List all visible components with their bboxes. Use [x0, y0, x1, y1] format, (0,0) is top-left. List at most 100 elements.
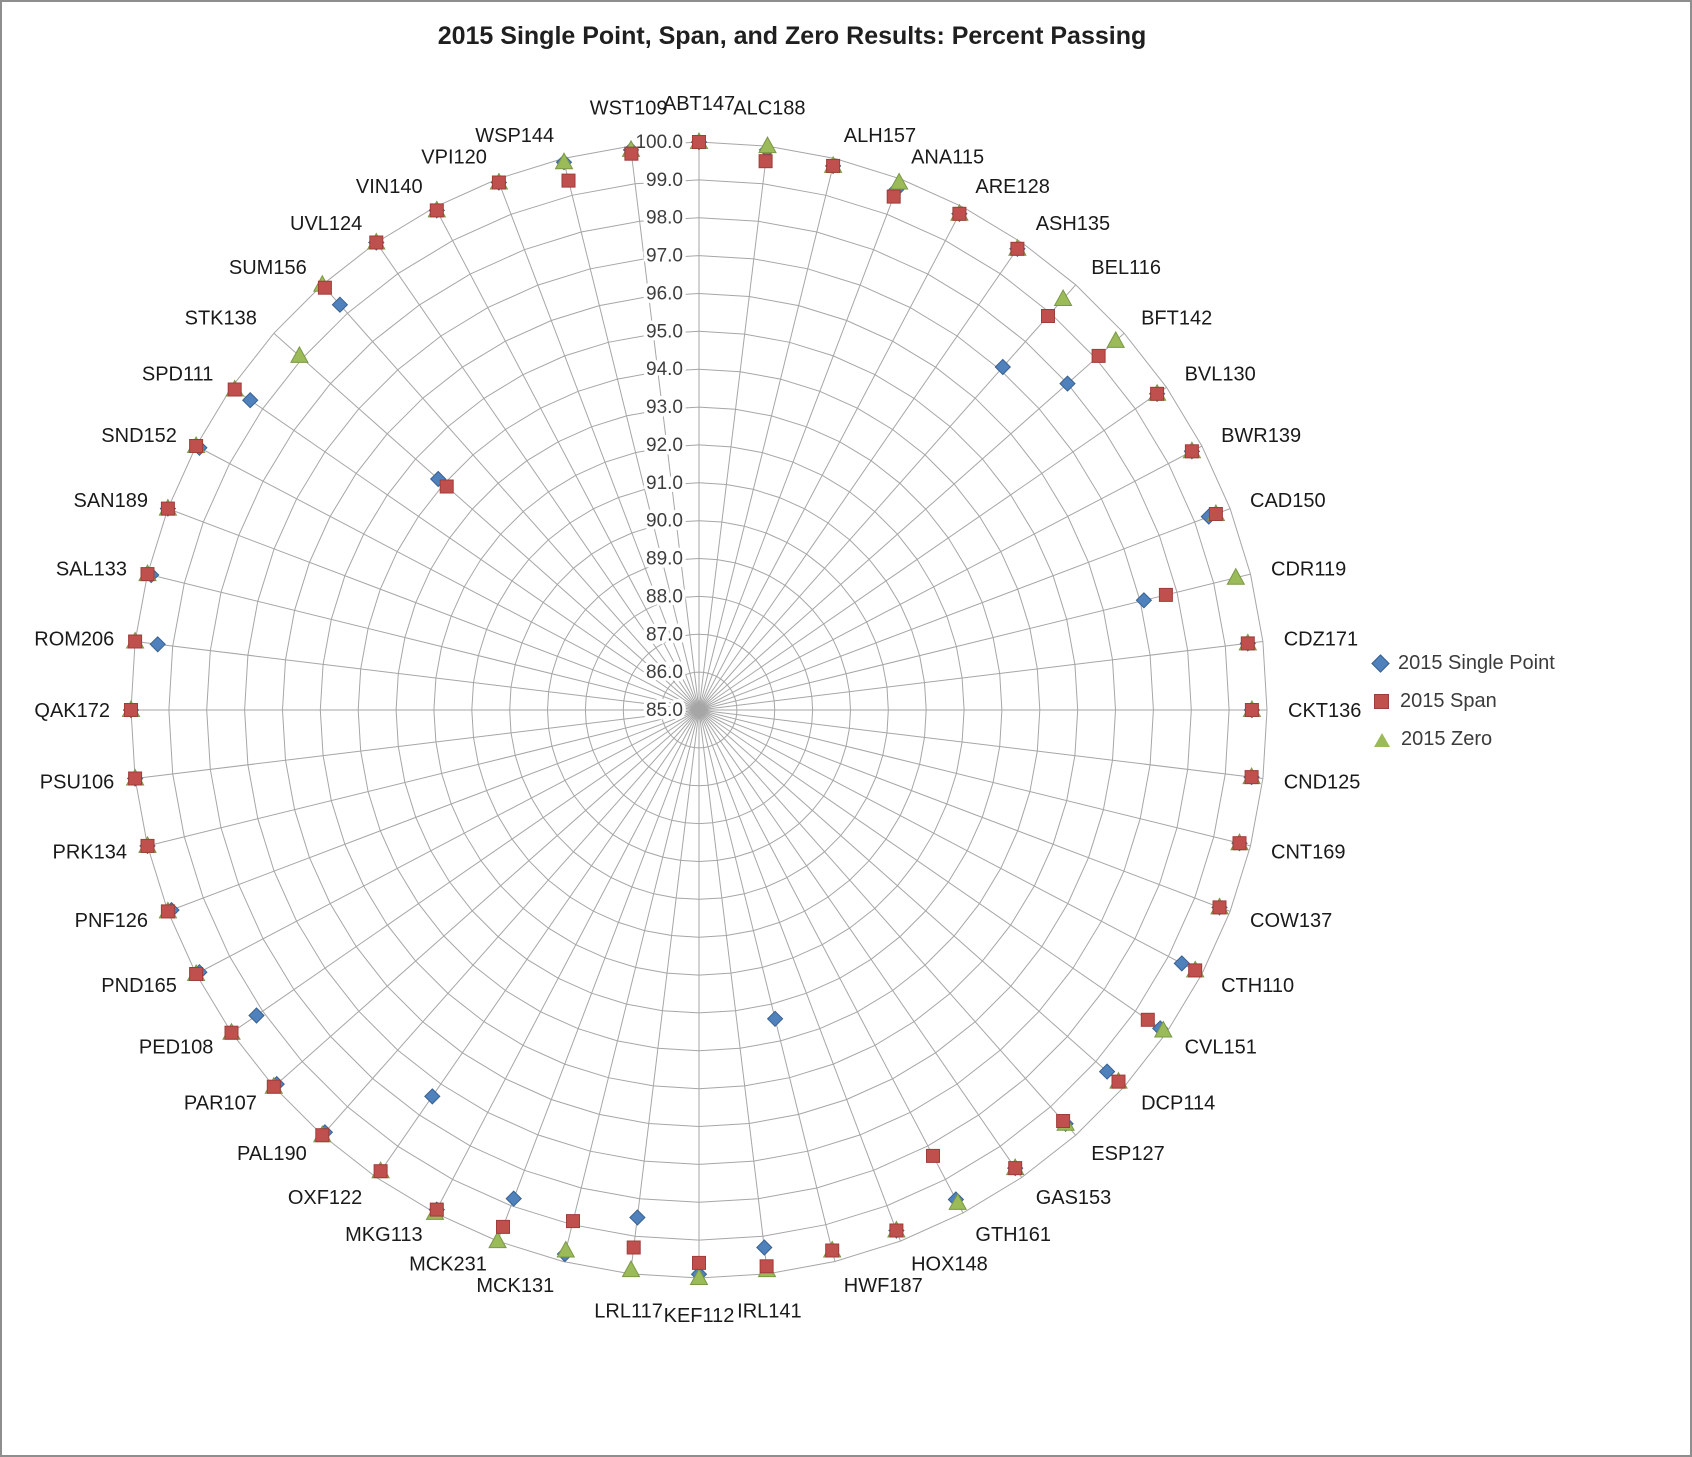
- category-label: MCK131: [476, 1275, 554, 1297]
- category-label: WST109: [590, 97, 668, 119]
- marker-single-point: [994, 358, 1012, 376]
- marker-zero: [889, 172, 909, 190]
- axis-tick-label: 92.0: [646, 435, 683, 456]
- triangle-marker-icon: [1374, 732, 1390, 747]
- marker-span: [1111, 1074, 1126, 1089]
- category-label: VIN140: [356, 176, 423, 198]
- marker-span: [224, 1025, 239, 1040]
- marker-span: [140, 838, 155, 853]
- category-label: PSU106: [40, 771, 115, 793]
- axis-tick-label: 88.0: [646, 586, 683, 607]
- category-label: VPI120: [421, 147, 487, 169]
- marker-span: [1244, 770, 1259, 785]
- marker-zero: [488, 1231, 507, 1249]
- category-label: BWR139: [1221, 425, 1301, 447]
- marker-span: [227, 382, 242, 397]
- marker-span: [1008, 1161, 1023, 1176]
- marker-span: [1232, 836, 1247, 851]
- marker-single-point: [629, 1209, 646, 1226]
- category-label: ARE128: [975, 176, 1050, 198]
- category-label: ESP127: [1091, 1143, 1164, 1165]
- axis-tick-label: 90.0: [646, 511, 683, 532]
- marker-span: [1041, 309, 1055, 323]
- marker-span: [128, 771, 143, 786]
- category-label: KEF112: [664, 1305, 735, 1327]
- marker-zero: [556, 1240, 576, 1258]
- marker-span: [373, 1164, 388, 1179]
- category-label: CAD150: [1250, 490, 1326, 512]
- marker-span: [1240, 636, 1255, 651]
- marker-single-point: [756, 1239, 773, 1256]
- category-label: HOX148: [911, 1254, 988, 1276]
- category-label: UVL124: [290, 213, 362, 235]
- marker-span: [128, 634, 143, 649]
- marker-span: [160, 904, 175, 919]
- marker-span: [952, 206, 967, 221]
- marker-span: [1188, 963, 1203, 978]
- marker-span: [429, 203, 444, 218]
- marker-span: [266, 1079, 281, 1094]
- category-label: WSP144: [475, 125, 554, 147]
- marker-span: [1212, 900, 1227, 915]
- marker-span: [1091, 348, 1106, 363]
- category-label: ROM206: [34, 629, 114, 651]
- category-label: COW137: [1250, 910, 1332, 932]
- series-square: [124, 135, 1259, 1274]
- category-label: BFT142: [1141, 307, 1212, 329]
- marker-zero: [758, 136, 777, 154]
- axis-tick-label: 93.0: [646, 397, 683, 418]
- marker-single-point: [149, 636, 166, 653]
- category-label: SPD111: [142, 364, 214, 386]
- marker-single-point: [766, 1010, 784, 1028]
- category-label: PND165: [101, 975, 177, 997]
- category-label: ANA115: [911, 147, 984, 169]
- axis-tick-label: 89.0: [646, 549, 683, 570]
- marker-span: [758, 154, 773, 169]
- legend-item-single-point: 2015 Single Point: [1371, 652, 1555, 675]
- marker-span: [566, 1214, 580, 1229]
- square-marker-icon: [1374, 694, 1389, 709]
- axis-tick-label: 94.0: [646, 359, 683, 380]
- category-label: CND125: [1284, 771, 1361, 793]
- category-label: CDZ171: [1284, 629, 1358, 651]
- category-label: IRL141: [737, 1301, 802, 1323]
- marker-span: [491, 175, 506, 190]
- marker-zero: [1226, 567, 1246, 585]
- legend: 2015 Single Point 2015 Span 2015 Zero: [1371, 652, 1555, 751]
- category-label: PNF126: [75, 910, 148, 932]
- marker-zero: [1106, 330, 1126, 348]
- category-label: OXF122: [288, 1187, 362, 1209]
- marker-single-point: [1098, 1063, 1116, 1080]
- marker-span: [317, 280, 332, 295]
- marker-zero: [621, 1260, 641, 1278]
- axis-tick-label: 96.0: [646, 284, 683, 305]
- marker-span: [439, 479, 454, 494]
- category-label: ALC188: [733, 97, 805, 119]
- category-label: PED108: [139, 1036, 214, 1058]
- category-label: CVL151: [1185, 1036, 1257, 1058]
- category-label: BVL130: [1185, 364, 1256, 386]
- marker-zero: [290, 345, 309, 363]
- category-label: PAL190: [237, 1143, 307, 1165]
- legend-item-zero: 2015 Zero: [1374, 728, 1555, 751]
- marker-span: [692, 135, 706, 149]
- marker-span: [1208, 507, 1223, 521]
- category-label: SAN189: [74, 490, 149, 512]
- axis-tick-label: 91.0: [646, 473, 683, 494]
- category-label: DCP114: [1141, 1093, 1215, 1115]
- category-label: PAR107: [184, 1093, 257, 1115]
- marker-zero: [554, 152, 574, 170]
- marker-span: [624, 146, 639, 161]
- marker-span: [1010, 241, 1025, 256]
- chart-title: 2015 Single Point, Span, and Zero Result…: [437, 22, 1147, 50]
- category-label: STK138: [185, 307, 257, 329]
- category-label: SND152: [101, 425, 177, 447]
- marker-span: [496, 1219, 510, 1234]
- axis-tick-label: 100.0: [635, 132, 683, 153]
- marker-single-point: [1059, 375, 1076, 392]
- marker-span: [1244, 703, 1259, 717]
- legend-item-span: 2015 Span: [1374, 690, 1555, 713]
